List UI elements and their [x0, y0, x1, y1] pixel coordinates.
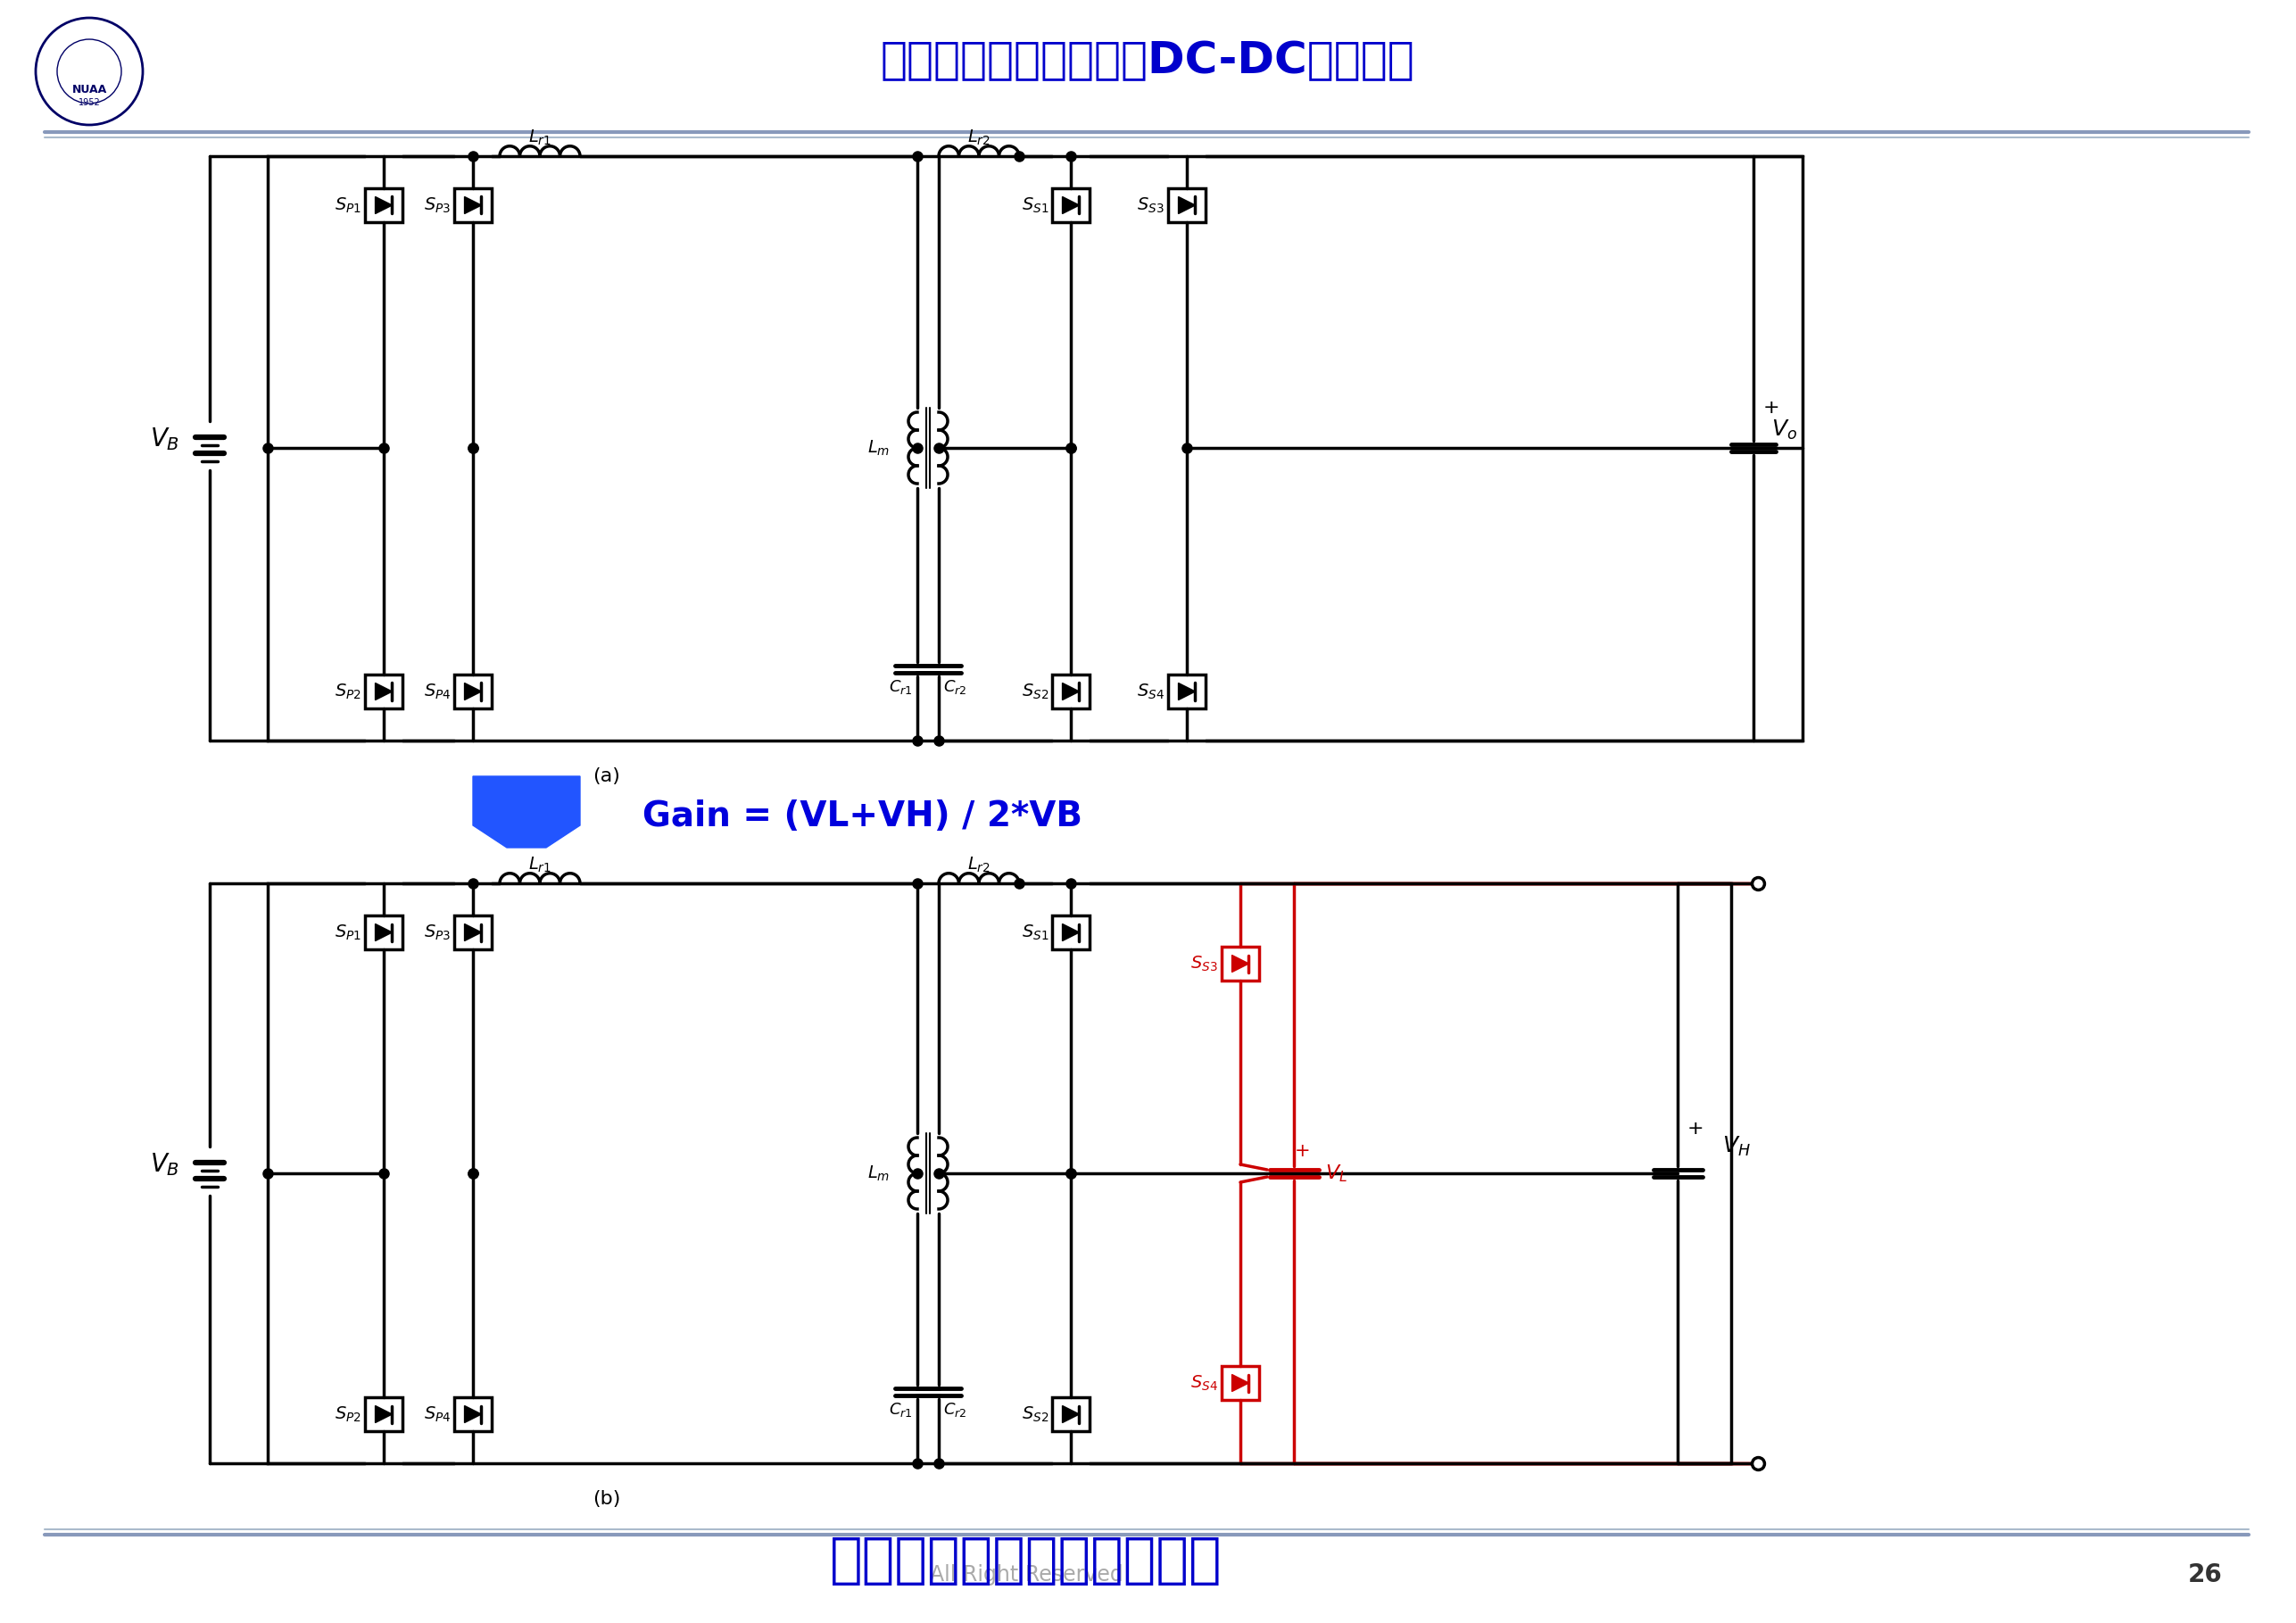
- Bar: [1169, 675, 1205, 709]
- Bar: [1221, 946, 1258, 980]
- Text: $S_{S3}$: $S_{S3}$: [1192, 954, 1219, 974]
- Text: $S_{P3}$: $S_{P3}$: [425, 923, 450, 941]
- Text: $S_{S2}$: $S_{S2}$: [1022, 1406, 1049, 1423]
- Bar: [365, 675, 402, 709]
- Text: 工作原理和过程完全相同！: 工作原理和过程完全相同！: [831, 1535, 1221, 1587]
- Polygon shape: [473, 776, 581, 847]
- Polygon shape: [374, 196, 393, 214]
- Polygon shape: [464, 1406, 482, 1423]
- Polygon shape: [464, 923, 482, 941]
- Polygon shape: [1063, 196, 1079, 214]
- Bar: [455, 1397, 491, 1431]
- Polygon shape: [1178, 196, 1196, 214]
- Text: $S_{S1}$: $S_{S1}$: [1022, 923, 1049, 941]
- Polygon shape: [464, 196, 482, 214]
- Text: 双直流母线（三端口）DC-DC电路结构: 双直流母线（三端口）DC-DC电路结构: [879, 39, 1414, 83]
- Text: $S_{P4}$: $S_{P4}$: [422, 1406, 450, 1423]
- Text: All Right Reserved: All Right Reserved: [930, 1565, 1123, 1586]
- Text: $V_L$: $V_L$: [1325, 1162, 1348, 1183]
- Bar: [455, 675, 491, 709]
- Text: $V_B$: $V_B$: [149, 425, 179, 453]
- Text: $L_{r2}$: $L_{r2}$: [967, 128, 990, 148]
- Text: $S_{S1}$: $S_{S1}$: [1022, 196, 1049, 214]
- Text: $S_{S2}$: $S_{S2}$: [1022, 682, 1049, 701]
- Text: NUAA: NUAA: [71, 83, 106, 96]
- Text: $S_{P2}$: $S_{P2}$: [335, 1406, 360, 1423]
- Text: $S_{S3}$: $S_{S3}$: [1137, 196, 1164, 214]
- Text: Gain = (VL+VH) / 2*VB: Gain = (VL+VH) / 2*VB: [643, 800, 1081, 833]
- Text: $S_{P2}$: $S_{P2}$: [335, 682, 360, 701]
- Bar: [1169, 188, 1205, 222]
- Polygon shape: [1233, 1375, 1249, 1391]
- Text: $L_{r1}$: $L_{r1}$: [528, 855, 551, 875]
- Text: $C_{r2}$: $C_{r2}$: [944, 1401, 967, 1419]
- Bar: [1052, 675, 1091, 709]
- Text: $V_H$: $V_H$: [1722, 1134, 1750, 1159]
- Polygon shape: [1233, 956, 1249, 972]
- Polygon shape: [1063, 923, 1079, 941]
- Polygon shape: [1178, 683, 1196, 700]
- Bar: [455, 915, 491, 949]
- Text: $S_{P4}$: $S_{P4}$: [422, 682, 450, 701]
- Bar: [269, 156, 1802, 740]
- Text: $C_{r1}$: $C_{r1}$: [889, 1401, 914, 1419]
- Polygon shape: [1063, 683, 1079, 700]
- Text: $L_m$: $L_m$: [868, 438, 891, 458]
- Bar: [1052, 188, 1091, 222]
- Bar: [269, 883, 1731, 1464]
- Bar: [365, 915, 402, 949]
- Polygon shape: [374, 923, 393, 941]
- Text: +: +: [1688, 1120, 1704, 1138]
- Text: +: +: [1763, 399, 1779, 417]
- Text: $V_o$: $V_o$: [1773, 419, 1798, 441]
- Text: $S_{S4}$: $S_{S4}$: [1137, 682, 1164, 701]
- Bar: [1221, 1367, 1258, 1401]
- Text: +: +: [1295, 1143, 1311, 1160]
- Bar: [455, 188, 491, 222]
- Text: $S_{P1}$: $S_{P1}$: [335, 196, 360, 214]
- Bar: [1052, 1397, 1091, 1431]
- Text: $S_{P3}$: $S_{P3}$: [425, 196, 450, 214]
- Polygon shape: [464, 683, 482, 700]
- Text: 26: 26: [2188, 1563, 2223, 1587]
- Text: (a): (a): [592, 768, 620, 786]
- Text: $L_{r1}$: $L_{r1}$: [528, 128, 551, 148]
- Text: $C_{r1}$: $C_{r1}$: [889, 678, 914, 696]
- Bar: [365, 1397, 402, 1431]
- Bar: [365, 188, 402, 222]
- Text: $C_{r2}$: $C_{r2}$: [944, 678, 967, 696]
- Text: $S_{S4}$: $S_{S4}$: [1192, 1373, 1219, 1393]
- Polygon shape: [1063, 1406, 1079, 1423]
- Text: $L_m$: $L_m$: [868, 1164, 891, 1183]
- Text: $V_B$: $V_B$: [149, 1151, 179, 1178]
- Bar: [1052, 915, 1091, 949]
- Text: 1952: 1952: [78, 97, 101, 107]
- Polygon shape: [374, 683, 393, 700]
- Polygon shape: [374, 1406, 393, 1423]
- Text: (b): (b): [592, 1490, 620, 1508]
- Text: $L_{r2}$: $L_{r2}$: [967, 855, 990, 875]
- Text: $S_{P1}$: $S_{P1}$: [335, 923, 360, 941]
